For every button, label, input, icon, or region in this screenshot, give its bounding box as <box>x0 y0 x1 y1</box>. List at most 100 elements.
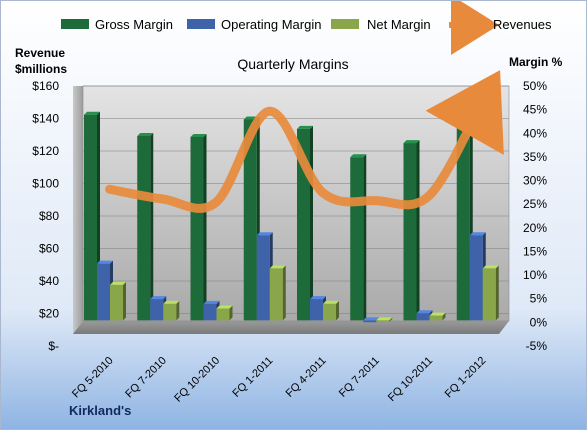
bar-gross-margin <box>350 157 364 321</box>
bar-net-margin <box>482 268 496 321</box>
bar-top-net-margin <box>269 265 286 269</box>
left-axis-label-line1: Revenue <box>15 46 65 60</box>
bar-net-margin <box>163 303 177 321</box>
bar-operating-margin <box>310 299 323 321</box>
right-tick-label: -5% <box>526 339 548 353</box>
chart-title: Quarterly Margins <box>237 56 348 72</box>
right-tick-label: 45% <box>523 103 547 117</box>
bar-top-operating-margin <box>310 296 326 300</box>
left-tick-label: $160 <box>32 79 59 93</box>
bar-side-net-margin <box>442 312 446 321</box>
left-tick-label: $100 <box>32 177 59 191</box>
bar-side-net-margin <box>123 281 126 321</box>
right-tick-label: 30% <box>523 174 547 188</box>
bar-gross-margin <box>84 114 97 321</box>
bar-side-gross-margin <box>203 133 207 321</box>
bar-side-net-margin <box>282 265 286 321</box>
bar-top-operating-margin <box>203 300 220 304</box>
legend-swatch-net-margin <box>331 19 359 29</box>
bar-side-net-margin <box>229 305 233 321</box>
plot-side-wall <box>73 86 83 334</box>
right-tick-label: 35% <box>523 150 547 164</box>
bar-gross-margin <box>190 136 204 321</box>
bar-top-gross-margin <box>403 140 420 144</box>
bar-top-gross-margin <box>137 133 154 136</box>
bar-side-net-margin <box>389 317 393 322</box>
legend-swatch-gross-margin <box>61 19 89 29</box>
left-tick-label: $140 <box>32 112 59 126</box>
bar-net-margin <box>269 268 283 321</box>
bar-operating-margin <box>97 263 110 321</box>
bar-top-net-margin <box>429 312 446 316</box>
bar-net-margin <box>429 315 443 321</box>
left-tick-label: $80 <box>39 209 59 223</box>
bar-net-margin <box>216 308 230 321</box>
right-tick-label: 15% <box>523 244 547 258</box>
left-axis-ticks: $- $20 $40 $60 $80 $100 $120 $140 $160 <box>32 79 59 353</box>
left-tick-label: $- <box>48 339 59 353</box>
bar-top-operating-margin <box>469 232 486 236</box>
bar-side-gross-margin <box>310 125 313 321</box>
left-tick-label: $20 <box>39 307 59 321</box>
bar-gross-margin <box>456 117 470 321</box>
bar-top-net-margin <box>323 300 339 304</box>
bar-side-gross-margin <box>416 140 420 321</box>
bar-top-net-margin <box>216 305 233 309</box>
legend: Gross Margin Operating Margin Net Margin… <box>61 1 552 55</box>
bar-top-net-margin <box>376 317 393 321</box>
right-tick-label: 40% <box>523 126 547 140</box>
bar-top-operating-margin <box>97 260 113 264</box>
bar-operating-margin <box>256 235 270 321</box>
right-tick-label: 25% <box>523 197 547 211</box>
revenue-line-group <box>105 70 504 213</box>
bar-operating-margin <box>150 299 164 321</box>
right-axis-ticks: -5% 0% 5% 10% 15% 20% 25% 30% 35% 40% 45% 50% <box>523 79 547 353</box>
left-tick-label: $120 <box>32 144 59 158</box>
bar-top-gross-margin <box>350 154 367 158</box>
legend-label-operating-margin: Operating Margin <box>221 17 321 32</box>
right-tick-label: 10% <box>523 268 547 282</box>
right-tick-label: 5% <box>530 292 548 306</box>
bar-operating-margin <box>203 303 217 321</box>
bar-operating-margin <box>363 320 377 323</box>
bar-top-net-margin <box>110 281 126 285</box>
bar-gross-margin <box>243 119 257 321</box>
legend-label-gross-margin: Gross Margin <box>95 17 173 32</box>
bar-side-gross-margin <box>150 133 154 321</box>
bar-top-gross-margin <box>297 125 313 129</box>
bar-operating-margin <box>416 313 430 321</box>
left-tick-label: $60 <box>39 242 59 256</box>
bar-side-gross-margin <box>363 154 367 321</box>
bar-operating-margin <box>469 235 483 321</box>
bar-net-margin <box>110 284 123 321</box>
plot-floor <box>73 321 509 334</box>
bar-top-gross-margin <box>84 111 100 115</box>
bar-top-operating-margin <box>256 232 273 236</box>
bar-gross-margin <box>137 136 151 321</box>
right-tick-label: 50% <box>523 79 547 93</box>
bar-top-operating-margin <box>150 296 167 300</box>
bar-net-margin <box>376 320 390 322</box>
bar-top-operating-margin <box>416 310 433 314</box>
legend-label-net-margin: Net Margin <box>367 17 431 32</box>
bar-top-operating-margin <box>363 317 380 321</box>
revenue-line <box>105 70 504 213</box>
bar-top-gross-margin <box>190 133 207 137</box>
legend-label-revenues: Revenues <box>493 17 552 32</box>
footer-company: Kirkland's <box>69 403 131 418</box>
bar-side-net-margin <box>176 300 180 321</box>
bar-top-net-margin <box>482 265 499 269</box>
bar-net-margin <box>323 303 336 321</box>
right-axis-label: Margin % <box>509 55 563 69</box>
right-tick-label: 20% <box>523 221 547 235</box>
legend-swatch-operating-margin <box>187 19 215 29</box>
right-tick-label: 0% <box>530 315 548 329</box>
bar-side-net-margin <box>495 265 499 321</box>
left-tick-label: $40 <box>39 274 59 288</box>
bar-gross-margin <box>403 143 417 321</box>
bar-side-net-margin <box>336 300 339 321</box>
bar-top-net-margin <box>163 300 180 304</box>
left-axis-label-line2: $millions <box>15 62 67 76</box>
